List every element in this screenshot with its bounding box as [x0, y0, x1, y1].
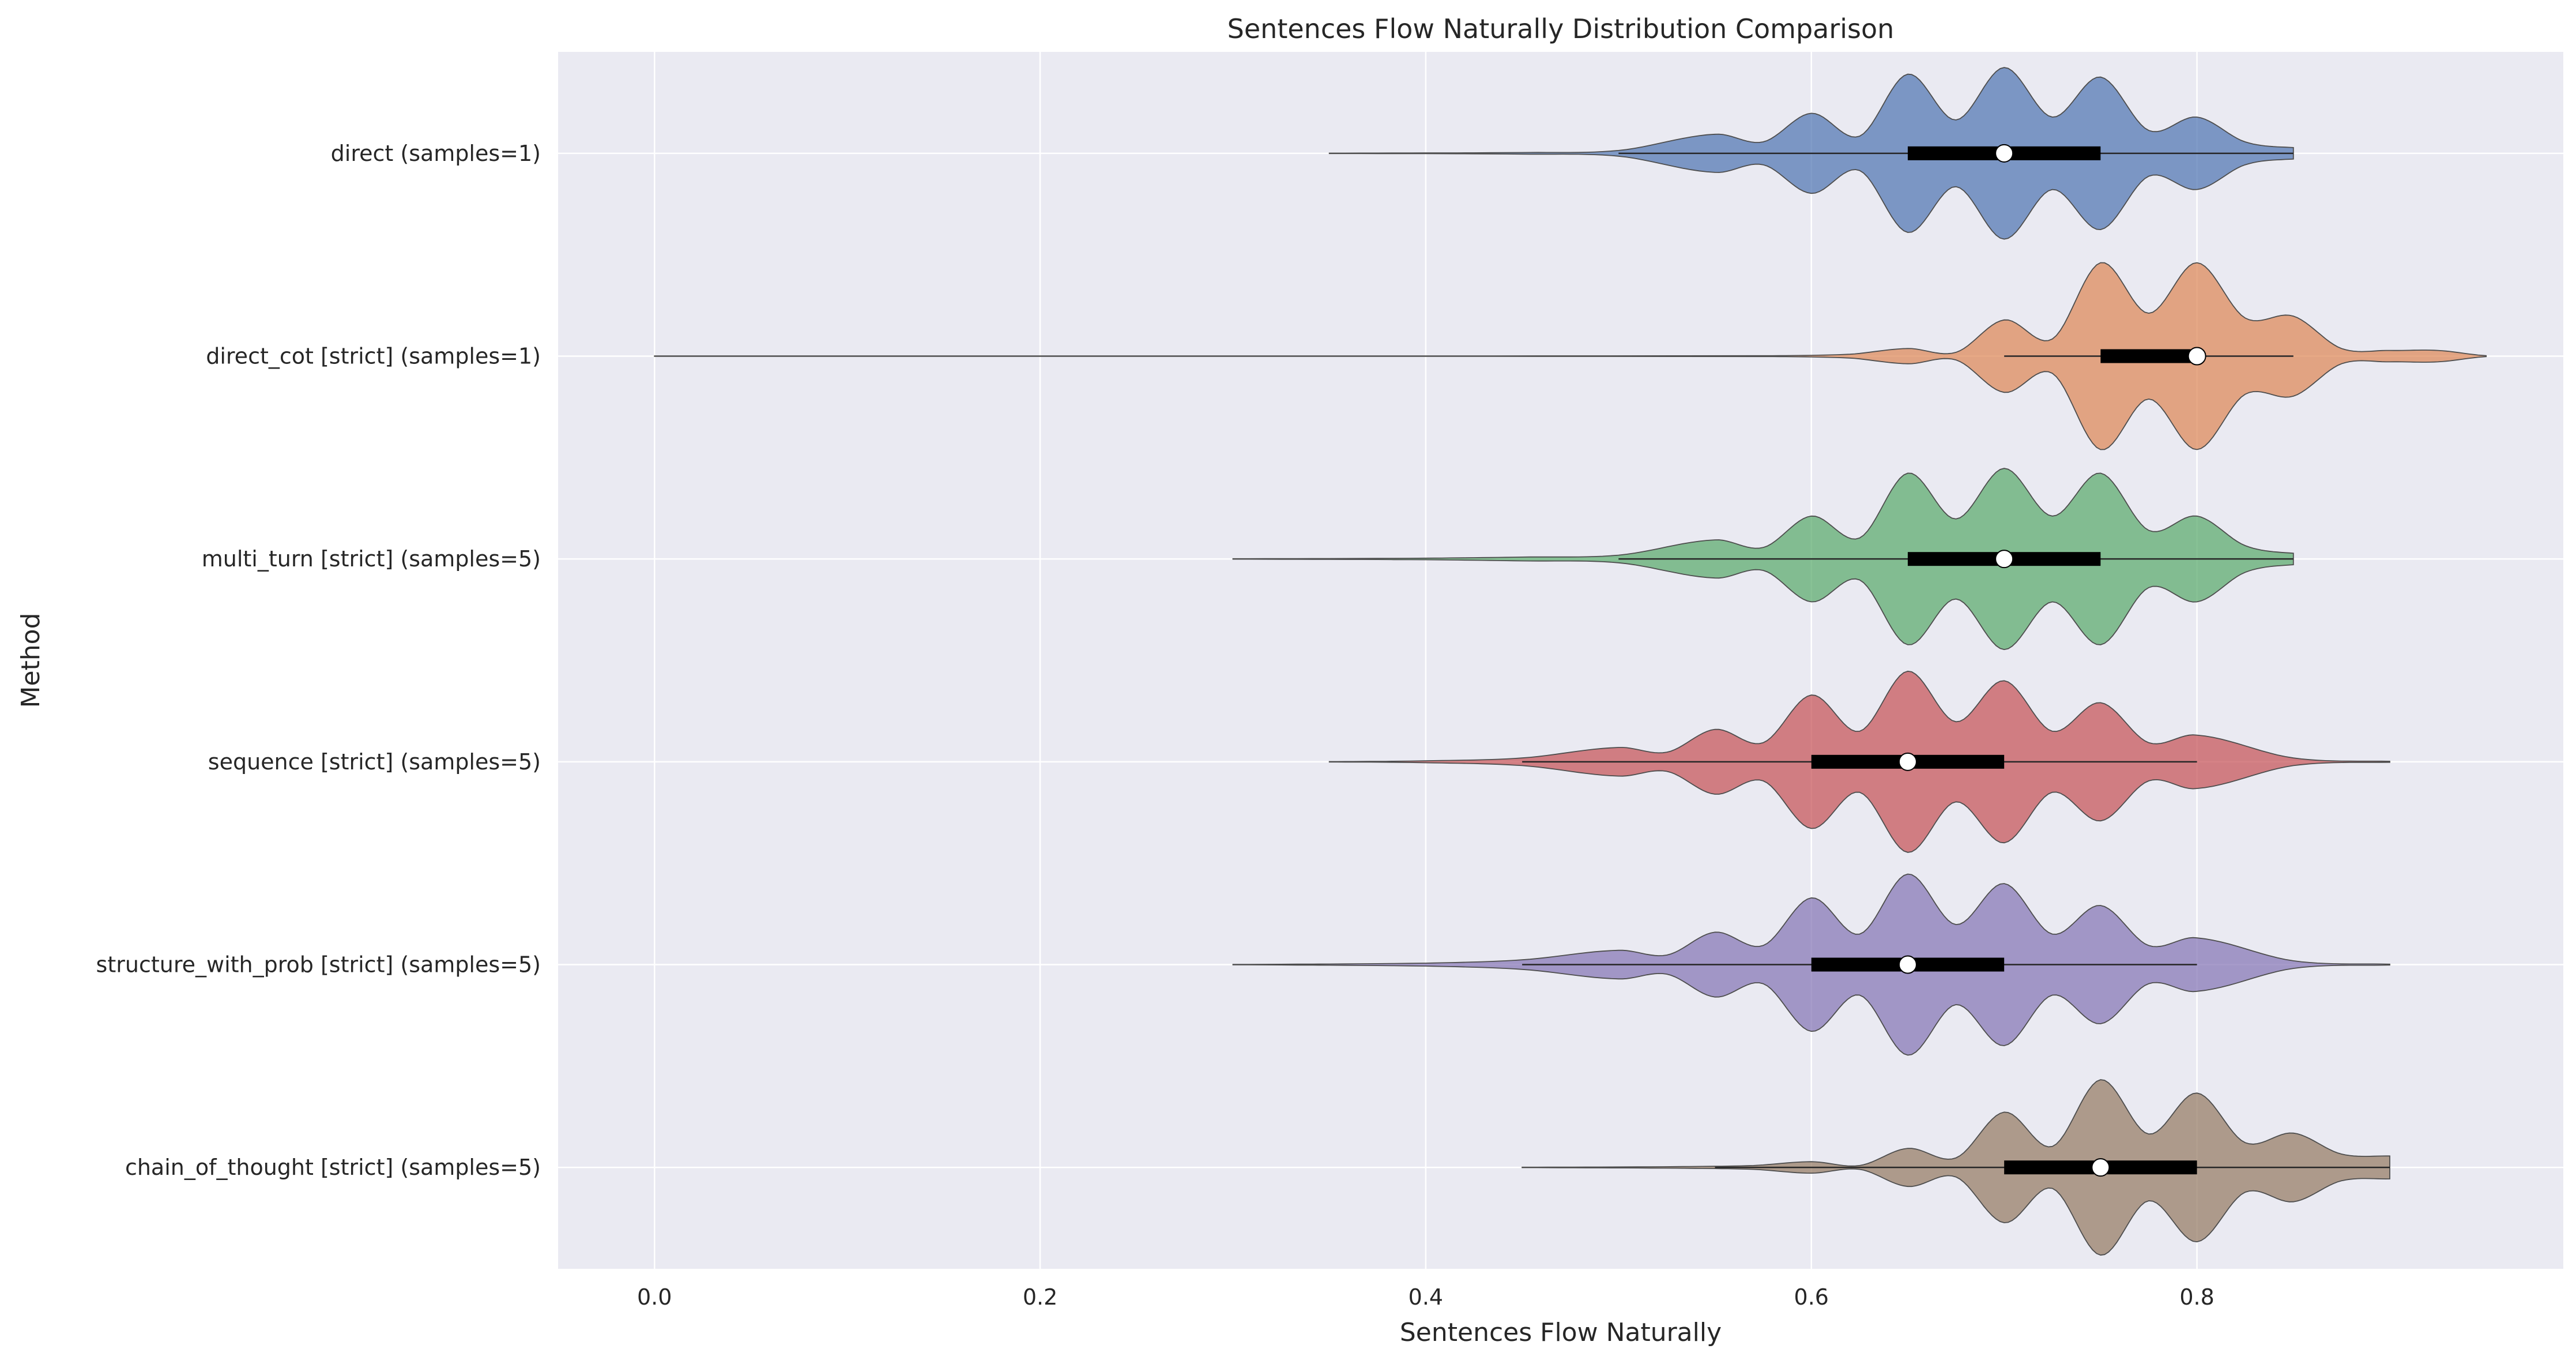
box-markers: [1522, 144, 2390, 1177]
median-dot-5: [2091, 1158, 2110, 1177]
iqr-box-1: [2100, 349, 2197, 363]
y-tick-label-4: structure_with_prob [strict] (samples=5): [96, 952, 541, 978]
x-tick-label-2: 0.4: [1408, 1284, 1443, 1310]
chart-title: Sentences Flow Naturally Distribution Co…: [1227, 13, 1895, 44]
y-tick-label-2: multi_turn [strict] (samples=5): [202, 546, 541, 572]
median-dot-2: [1995, 550, 2014, 569]
median-dot-1: [2187, 347, 2206, 366]
y-tick-label-5: chain_of_thought [strict] (samples=5): [125, 1155, 541, 1180]
median-dot-3: [1898, 752, 1917, 771]
median-dot-4: [1898, 955, 1917, 974]
x-tick-labels: 0.0 0.2 0.4 0.6 0.8: [637, 1284, 2215, 1310]
median-dot-0: [1995, 144, 2014, 163]
violin-body-1: [654, 262, 2487, 450]
x-tick-label-1: 0.2: [1023, 1284, 1057, 1310]
x-tick-label-0: 0.0: [637, 1284, 672, 1310]
y-axis-label: Method: [16, 613, 46, 708]
plot-background: [558, 52, 2563, 1269]
x-tick-label-4: 0.8: [2179, 1284, 2214, 1310]
x-tick-label-3: 0.6: [1794, 1284, 1829, 1310]
y-tick-label-3: sequence [strict] (samples=5): [208, 749, 541, 775]
y-tick-label-0: direct (samples=1): [331, 141, 541, 166]
x-axis-label: Sentences Flow Naturally: [1400, 1318, 1722, 1347]
y-tick-labels: direct (samples=1) direct_cot [strict] (s…: [96, 141, 541, 1180]
y-tick-label-1: direct_cot [strict] (samples=1): [206, 344, 541, 369]
